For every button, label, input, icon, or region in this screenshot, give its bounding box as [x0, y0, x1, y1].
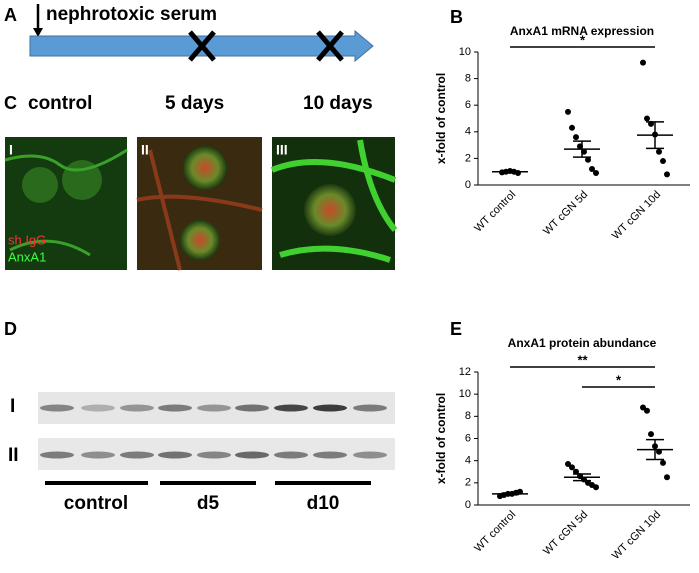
micrograph: [4, 137, 128, 270]
band: [313, 404, 347, 412]
significance-label: *: [616, 372, 622, 387]
group-label: d5: [197, 493, 220, 514]
x-tick-label: WT cGN 5d: [541, 509, 590, 558]
band: [158, 451, 192, 459]
data-point: [565, 460, 571, 467]
band: [197, 404, 231, 412]
image-label: II: [141, 142, 149, 158]
y-tick-label: 0: [465, 499, 471, 511]
stain-label: AnxA1: [8, 249, 46, 264]
band: [158, 404, 192, 412]
chart-title: AnxA1 protein abundance: [508, 336, 657, 350]
y-tick-label: 2: [465, 152, 471, 164]
y-tick-label: 4: [465, 126, 471, 138]
data-point: [644, 407, 650, 414]
data-point: [648, 431, 654, 438]
band: [81, 451, 115, 459]
data-point: [664, 171, 670, 178]
group-bars: [45, 481, 371, 485]
y-tick-label: 8: [465, 410, 471, 422]
y-tick-label: 8: [465, 73, 471, 85]
band: [274, 451, 308, 459]
y-axis-label: x-fold of control: [434, 393, 448, 484]
y-tick-label: 12: [459, 366, 471, 378]
panel-letter: B: [450, 7, 463, 27]
y-tick-label: 2: [465, 477, 471, 489]
y-tick-label: 6: [465, 432, 471, 444]
arrow-head: [33, 28, 43, 37]
data-point: [664, 474, 670, 481]
cross-marks: [188, 30, 344, 62]
condition-label: control: [28, 93, 92, 114]
condition-label: 10 days: [303, 93, 373, 114]
data-point: [585, 156, 591, 163]
group-label: d10: [307, 493, 340, 514]
data-point: [593, 170, 599, 177]
band: [313, 451, 347, 459]
image-label: I: [9, 142, 13, 158]
data-point: [593, 484, 599, 491]
panel-letter: C: [4, 93, 17, 113]
stain-label: sh IgG: [8, 232, 46, 247]
y-tick-label: 0: [465, 179, 471, 191]
band: [120, 451, 154, 459]
data-point: [569, 124, 575, 131]
band: [120, 404, 154, 412]
data-point: [656, 148, 662, 155]
group-label: control: [64, 493, 128, 514]
band: [235, 404, 269, 412]
band: [353, 404, 387, 412]
data-point: [565, 108, 571, 115]
blot-label: II: [8, 445, 19, 466]
x-tick-label: WT control: [472, 509, 518, 555]
timeline-label: nephrotoxic serum: [46, 4, 217, 25]
data-point: [573, 134, 579, 141]
x-tick-label: WT cGN 10d: [610, 189, 663, 242]
blot-label: I: [10, 396, 15, 417]
band: [40, 404, 74, 412]
bands: [40, 404, 387, 459]
y-tick-label: 4: [465, 455, 471, 467]
band: [197, 451, 231, 459]
band: [40, 451, 74, 459]
y-axis-label: x-fold of control: [434, 73, 448, 164]
y-tick-label: 6: [465, 99, 471, 111]
band: [353, 451, 387, 459]
y-tick-label: 10: [459, 388, 471, 400]
x-tick-label: WT cGN 5d: [541, 189, 590, 238]
x-tick-label: WT control: [472, 189, 518, 235]
data-point: [644, 115, 650, 122]
data-point: [569, 464, 575, 471]
y-tick-label: 10: [459, 46, 471, 58]
panel-letter: D: [4, 319, 17, 339]
data-point: [640, 404, 646, 411]
significance-label: *: [580, 32, 586, 47]
data-point: [589, 166, 595, 173]
chart-title: AnxA1 mRNA expression: [510, 24, 654, 38]
panel-letter: A: [4, 5, 17, 25]
data-point: [660, 459, 666, 466]
panel-letter: E: [450, 319, 462, 339]
band: [235, 451, 269, 459]
data-point: [660, 158, 666, 165]
band: [81, 404, 115, 412]
micrograph: [270, 137, 398, 270]
x-tick-label: WT cGN 10d: [610, 509, 663, 562]
band: [274, 404, 308, 412]
image-label: III: [276, 142, 288, 158]
significance-label: **: [577, 352, 588, 367]
data-point: [640, 59, 646, 66]
micrograph: [136, 137, 263, 271]
condition-label: 5 days: [165, 93, 224, 114]
